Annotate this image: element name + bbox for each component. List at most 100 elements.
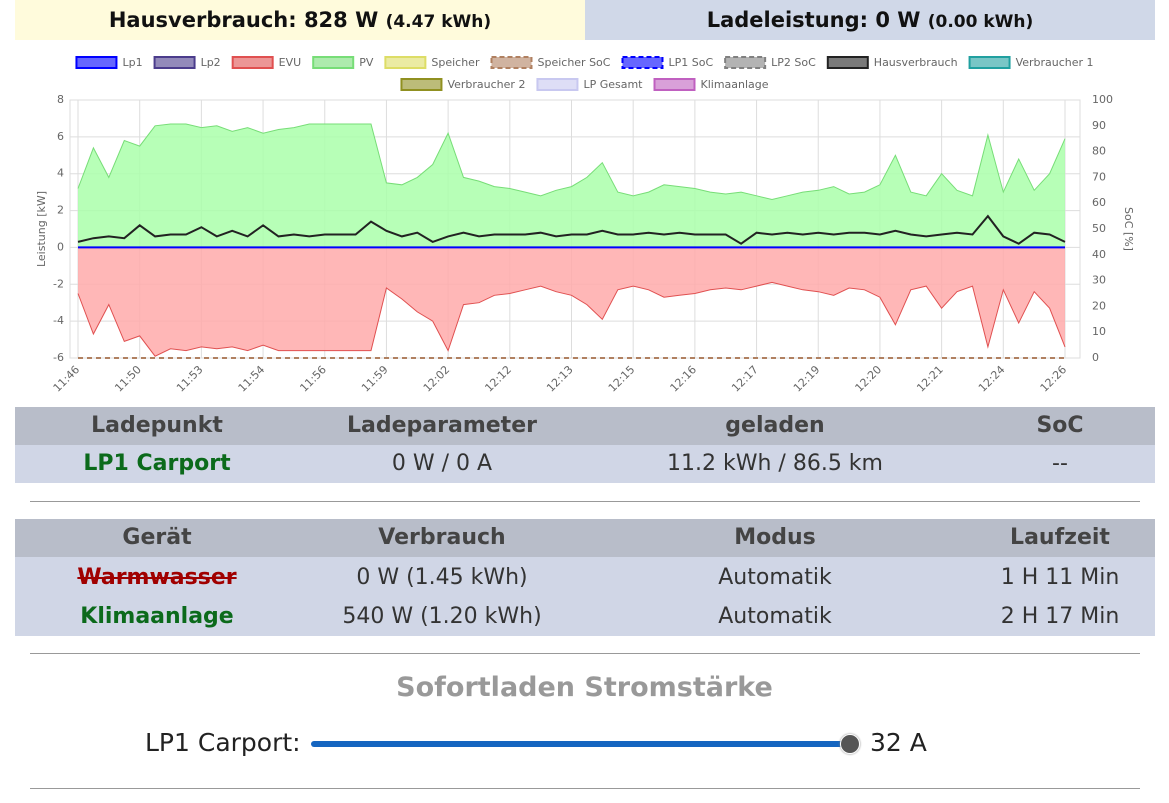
- cell: 540 W (1.20 kWh): [342, 604, 542, 629]
- y-tick-label: 8: [57, 93, 64, 106]
- col-header: geladen: [725, 413, 825, 438]
- legend-item[interactable]: Klimaanlage: [653, 78, 769, 91]
- legend-swatch: [968, 56, 1011, 69]
- col-header: Modus: [734, 525, 816, 550]
- x-tick-label: 12:13: [544, 363, 576, 395]
- legend-item[interactable]: Speicher: [384, 56, 480, 69]
- y-axis-title: Leistung [kW]: [35, 191, 48, 267]
- col-header: SoC: [1036, 413, 1084, 438]
- y2-tick-label: 70: [1092, 170, 1106, 183]
- area: [78, 124, 1065, 248]
- legend-swatch: [826, 56, 869, 69]
- device-name[interactable]: Klimaanlage: [80, 604, 234, 629]
- x-tick-label: 11:56: [297, 363, 329, 395]
- legend-swatch: [490, 56, 533, 69]
- chargepoint-name[interactable]: LP1 Carport: [83, 451, 231, 476]
- slider-track[interactable]: [311, 741, 851, 747]
- y2-axis-title: SoC [%]: [1122, 207, 1135, 251]
- y2-tick-label: 90: [1092, 119, 1106, 132]
- legend-swatch: [231, 56, 274, 69]
- device-name[interactable]: Warmwasser: [77, 565, 237, 590]
- slider-knob[interactable]: [840, 734, 860, 754]
- charge-table: Ladepunkt Ladeparameter geladen SoC LP1 Car…: [15, 407, 1155, 483]
- x-tick-label: 12:21: [914, 363, 946, 395]
- slider-value: 32 A: [870, 728, 927, 757]
- legend-item[interactable]: EVU: [231, 56, 302, 69]
- charge-energy: (0.00 kWh): [927, 12, 1034, 32]
- legend-item[interactable]: Speicher SoC: [490, 56, 611, 69]
- y2-tick-label: 10: [1092, 325, 1106, 338]
- house-consumption: Hausverbrauch: 828 W (4.47 kWh): [15, 0, 585, 40]
- legend-item[interactable]: LP1 SoC: [621, 56, 713, 69]
- legend-label: Hausverbrauch: [874, 56, 958, 69]
- cell: 1 H 11 Min: [1000, 565, 1120, 590]
- legend-item[interactable]: PV: [312, 56, 374, 69]
- y2-tick-label: 100: [1092, 93, 1113, 106]
- x-tick-label: 11:59: [359, 363, 391, 395]
- legend-item[interactable]: LP Gesamt: [536, 78, 643, 91]
- y-tick-label: -4: [53, 314, 64, 327]
- x-tick-label: 11:46: [51, 363, 83, 395]
- legend-label: PV: [359, 56, 374, 69]
- legend-label: LP2 SoC: [771, 56, 816, 69]
- x-tick-label: 11:53: [174, 363, 206, 395]
- x-tick-label: 12:15: [606, 363, 638, 395]
- cell: Automatik: [718, 565, 832, 590]
- line: [77, 281, 1066, 357]
- y-tick-label: -2: [53, 277, 64, 290]
- line: [77, 123, 1066, 201]
- col-header: Verbrauch: [378, 525, 506, 550]
- legend-swatch: [153, 56, 196, 69]
- legend-swatch: [536, 78, 579, 91]
- legend-label: Verbraucher 1: [1016, 56, 1094, 69]
- cell: Automatik: [718, 604, 832, 629]
- legend-item[interactable]: LP2 SoC: [724, 56, 816, 69]
- y2-tick-label: 20: [1092, 299, 1106, 312]
- col-header: Ladeparameter: [347, 413, 537, 438]
- section-title: Sofortladen Stromstärke: [396, 672, 773, 703]
- legend-item[interactable]: Hausverbrauch: [826, 56, 958, 69]
- x-tick-label: 12:02: [421, 363, 453, 395]
- legend-swatch: [312, 56, 355, 69]
- y-tick-label: 0: [57, 240, 64, 253]
- x-tick-label: 12:17: [729, 363, 761, 395]
- x-tick-label: 11:54: [236, 363, 268, 395]
- charge-label: Ladeleistung: 0 W: [706, 8, 921, 32]
- legend-label: EVU: [279, 56, 302, 69]
- device-table: Gerät Verbrauch Modus Laufzeit Warmwasser 0 …: [15, 519, 1155, 636]
- x-tick-label: 12:26: [1038, 363, 1070, 395]
- x-tick-label: 12:20: [853, 363, 885, 395]
- legend-swatch: [400, 78, 443, 91]
- line: [77, 214, 1066, 245]
- area: [78, 247, 1065, 357]
- y-tick-label: 4: [57, 167, 64, 180]
- x-tick-label: 12:12: [482, 363, 514, 395]
- y2-tick-label: 40: [1092, 248, 1106, 261]
- y-tick-label: -6: [53, 351, 64, 364]
- legend-item[interactable]: Verbraucher 1: [968, 56, 1094, 69]
- y2-tick-label: 60: [1092, 196, 1106, 209]
- legend-swatch: [621, 56, 664, 69]
- charge-power: Ladeleistung: 0 W (0.00 kWh): [585, 0, 1155, 40]
- legend-label: LP Gesamt: [583, 78, 643, 91]
- cell: 2 H 17 Min: [1000, 604, 1120, 629]
- legend-item[interactable]: Verbraucher 2: [400, 78, 525, 91]
- x-tick-label: 12:19: [791, 363, 823, 395]
- legend-label: Klimaanlage: [701, 78, 769, 91]
- legend-item[interactable]: Lp1: [75, 56, 143, 69]
- col-header: Gerät: [122, 525, 192, 550]
- y-tick-label: 6: [57, 130, 64, 143]
- separator: [30, 788, 1140, 789]
- legend-label: Lp1: [122, 56, 142, 69]
- legend-item[interactable]: Lp2: [153, 56, 221, 69]
- legend-swatch: [724, 56, 767, 69]
- col-header: Laufzeit: [1010, 525, 1110, 550]
- cell: 0 W / 0 A: [391, 451, 493, 476]
- cell: --: [1052, 451, 1068, 476]
- legend-label: Lp2: [201, 56, 221, 69]
- house-energy: (4.47 kWh): [385, 12, 492, 32]
- separator: [30, 653, 1140, 654]
- x-tick-label: 12:24: [976, 363, 1008, 395]
- y-tick-label: 2: [57, 204, 64, 217]
